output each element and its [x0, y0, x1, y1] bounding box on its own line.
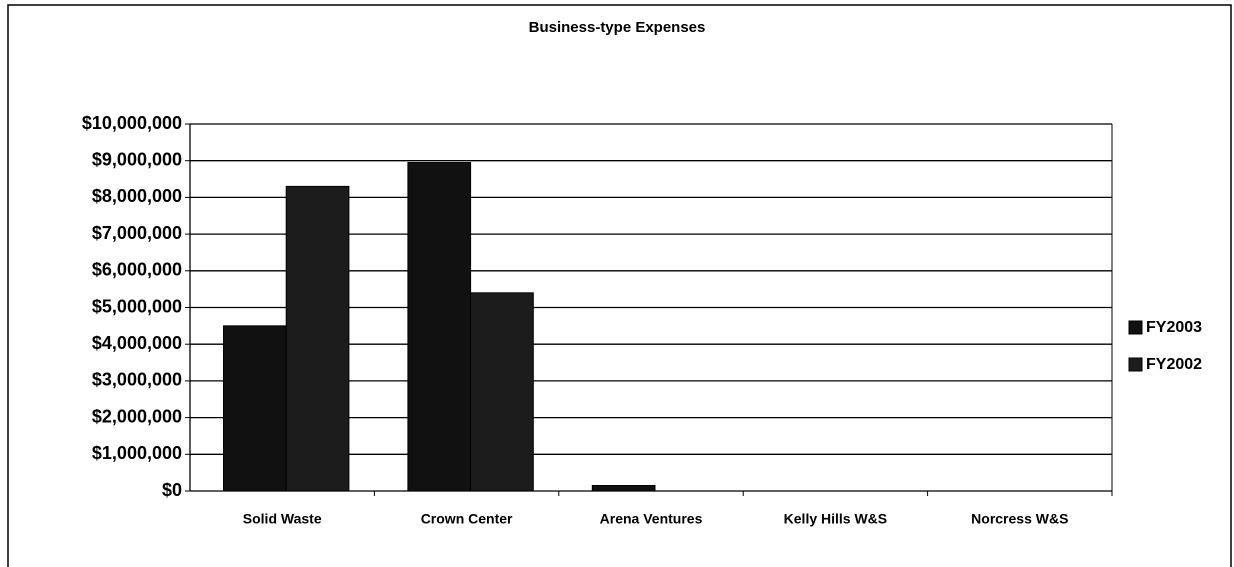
y-tick-label: $6,000,000 [92, 260, 182, 280]
bar [285, 185, 350, 492]
y-tick-label: $8,000,000 [92, 186, 182, 206]
y-tick-label: $9,000,000 [92, 149, 182, 169]
y-tick-label: $7,000,000 [92, 223, 182, 243]
bar [591, 484, 656, 492]
chart-frame [7, 4, 1232, 567]
x-tick-label: Kelly Hills W&S [784, 511, 887, 527]
y-tick-label: $2,000,000 [92, 406, 182, 426]
y-tick-label: $1,000,000 [92, 443, 182, 463]
x-tick-label: Norcress W&S [971, 511, 1068, 527]
bar [223, 325, 287, 492]
bar [470, 292, 534, 492]
y-tick-label: $5,000,000 [92, 296, 182, 316]
legend-label: FY2003 [1146, 319, 1202, 336]
x-tick-label: Crown Center [421, 511, 513, 527]
legend-swatch [1128, 357, 1143, 372]
y-tick-label: $3,000,000 [92, 370, 182, 390]
x-tick-label: Arena Ventures [600, 511, 703, 527]
y-tick-label: $4,000,000 [92, 333, 182, 353]
y-tick-label: $0 [162, 480, 182, 500]
legend-swatch [1128, 320, 1143, 335]
y-tick-label: $10,000,000 [82, 113, 182, 133]
legend-label: FY2002 [1146, 356, 1202, 373]
x-tick-label: Solid Waste [243, 511, 322, 527]
bar [407, 162, 472, 492]
chart-title: Business-type Expenses [529, 19, 706, 36]
